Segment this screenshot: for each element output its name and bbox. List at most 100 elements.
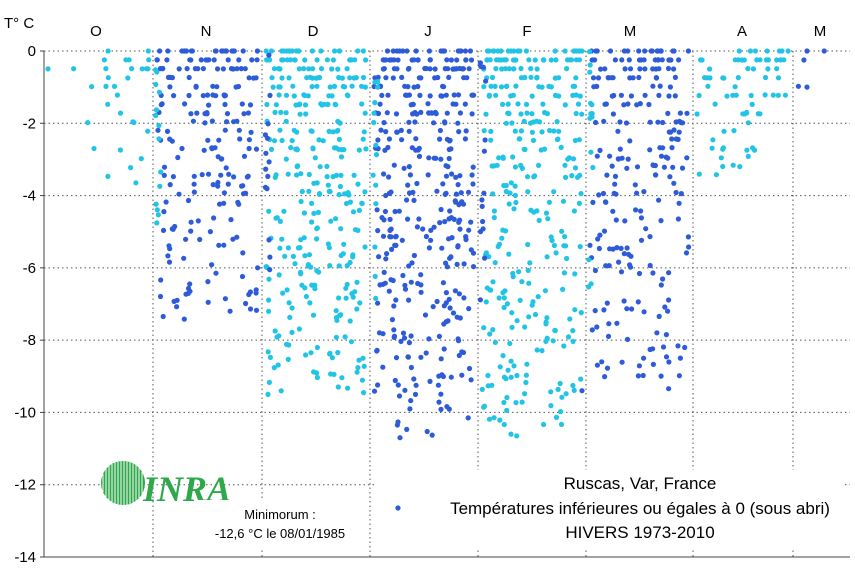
data-point (176, 191, 182, 197)
data-point (665, 110, 671, 116)
data-point (627, 262, 633, 268)
data-point (500, 154, 506, 160)
data-point (548, 403, 554, 409)
data-point (551, 242, 558, 249)
data-point (501, 57, 507, 63)
data-point (607, 153, 613, 159)
data-point (504, 301, 510, 307)
data-point (336, 295, 342, 301)
data-point (430, 304, 436, 310)
data-point (544, 315, 550, 321)
data-point (375, 228, 381, 234)
data-point (146, 57, 152, 63)
data-point (625, 48, 631, 54)
data-point (425, 101, 431, 107)
data-point (375, 79, 381, 85)
data-point (438, 48, 444, 54)
data-point (157, 183, 163, 189)
data-point (290, 253, 296, 259)
data-point (314, 57, 320, 63)
data-point (667, 84, 674, 90)
data-point (629, 306, 635, 312)
data-point (522, 391, 528, 397)
data-point (284, 57, 290, 63)
data-point (167, 182, 173, 188)
data-point (156, 122, 162, 129)
data-point (342, 191, 348, 197)
data-point (153, 107, 160, 113)
data-point (154, 220, 160, 226)
data-point (375, 137, 381, 143)
data-point (676, 57, 682, 63)
data-point (747, 48, 754, 54)
data-point (195, 218, 201, 224)
data-point (468, 57, 475, 63)
data-point (343, 295, 349, 301)
data-point (301, 66, 307, 72)
data-point (335, 384, 341, 390)
data-point (191, 189, 197, 195)
data-point (658, 153, 665, 159)
data-point (558, 421, 565, 427)
data-point (397, 435, 403, 441)
grid (43, 50, 850, 558)
data-point (774, 57, 780, 63)
data-point (326, 128, 332, 134)
data-point (443, 173, 450, 179)
data-point (296, 66, 302, 72)
data-point (563, 391, 569, 397)
data-point (556, 128, 562, 134)
data-point (246, 75, 252, 81)
data-point (543, 210, 550, 216)
data-point (438, 156, 444, 162)
data-point (432, 75, 438, 81)
data-point (226, 171, 232, 177)
data-point (187, 281, 193, 287)
data-point (374, 207, 380, 213)
data-point (712, 101, 718, 107)
data-point (609, 163, 615, 169)
data-point (289, 138, 295, 144)
data-point (587, 69, 593, 75)
data-point (398, 127, 404, 133)
data-point (318, 66, 325, 72)
data-point (572, 271, 578, 277)
data-point (284, 341, 290, 347)
data-point (481, 404, 487, 410)
data-point (494, 162, 500, 168)
data-point (562, 162, 568, 168)
data-point (326, 93, 332, 99)
data-point (355, 48, 361, 54)
data-point (391, 66, 397, 72)
data-point (468, 219, 474, 225)
data-point (480, 218, 486, 225)
data-point (238, 66, 244, 72)
data-point (431, 224, 437, 230)
data-point (821, 48, 827, 54)
data-point (231, 174, 237, 180)
data-point (223, 48, 229, 54)
data-point (503, 120, 509, 126)
data-point (571, 208, 578, 214)
data-point (486, 48, 492, 54)
data-point (778, 57, 784, 63)
data-point (663, 154, 669, 160)
data-point (306, 66, 312, 72)
data-point (268, 146, 275, 152)
data-point (598, 66, 604, 72)
data-point (206, 102, 212, 108)
data-point (343, 200, 350, 207)
data-point (331, 371, 337, 377)
data-point (280, 290, 286, 296)
data-point (735, 75, 741, 81)
data-point (253, 290, 259, 296)
data-point (518, 162, 524, 168)
data-point (458, 48, 464, 54)
data-point (309, 282, 315, 288)
data-point (683, 250, 690, 256)
data-point (491, 208, 497, 214)
y-tick-label: -2 (23, 115, 36, 132)
data-point (731, 128, 737, 134)
data-point (427, 93, 433, 99)
data-point (406, 65, 412, 72)
